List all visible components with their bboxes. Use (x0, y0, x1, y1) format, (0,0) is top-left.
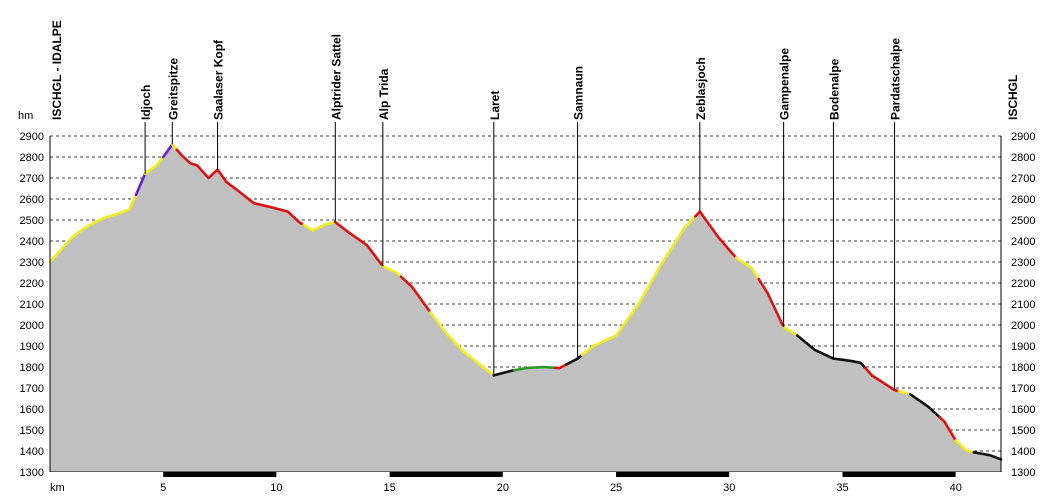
km-scale-block (502, 472, 617, 477)
waypoint-label: Idjoch (139, 85, 153, 120)
profile-segment-easy (143, 155, 165, 176)
y-tick-label-right: 2400 (1011, 236, 1035, 248)
waypoint-label: Laret (488, 91, 502, 120)
waypoint-label: ISCHGL (1006, 75, 1020, 120)
y-tick-label-left: 1400 (20, 446, 44, 458)
waypoint-label: Bodenalpe (827, 58, 841, 120)
profile-segment-easy (381, 264, 403, 278)
profile-fill (50, 144, 1001, 472)
waypoint-label: Zeblasjoch (694, 57, 708, 120)
y-tick-label-right: 1600 (1011, 404, 1035, 416)
waypoint-label: Pardatschalpe (889, 38, 903, 120)
y-tick-label-right: 1300 (1011, 467, 1035, 479)
waypoint-markers: ISCHGL - IDALPE Idjoch Greitspitze Saalaser… (50, 20, 1020, 391)
profile-segment-medium (694, 210, 738, 260)
profile-segment-easy (734, 256, 760, 281)
axes: 1300 1300 1400 1400 1500 1500 1600 1600 1700 1700… (20, 131, 1036, 494)
y-tick-label-left: 2400 (20, 236, 44, 248)
y-tick-label-left: 2300 (20, 257, 44, 269)
profile-segment-medium (863, 366, 901, 393)
profile-segment-medium (938, 416, 957, 442)
km-scale-block (729, 472, 843, 477)
profile-segment-medium (334, 220, 385, 268)
x-tick-label: 10 (270, 482, 282, 494)
profile-segment-easy (580, 215, 697, 357)
waypoint-label: Saalaser Kopf (212, 39, 226, 120)
km-scale-block (163, 472, 277, 477)
x-tick-label: 40 (950, 482, 962, 494)
y-tick-label-left: 1800 (20, 362, 44, 374)
y-tick-label-right: 2800 (1011, 152, 1035, 164)
y-tick-label-right: 1400 (1011, 446, 1035, 458)
x-tick-label: 30 (723, 482, 735, 494)
y-tick-label-left: 2700 (20, 173, 44, 185)
y-tick-label-right: 1800 (1011, 362, 1035, 374)
km-scale-block (955, 472, 1001, 477)
y-tick-label-left: 2500 (20, 215, 44, 227)
profile-segment-easy (429, 311, 496, 377)
y-tick-label-right: 2700 (1011, 173, 1035, 185)
x-tick-label: 25 (610, 482, 622, 494)
waypoint-label: ISCHGL - IDALPE (50, 20, 64, 120)
profile-segment-flat (972, 451, 1003, 461)
y-tick-label-left: 1600 (20, 404, 44, 416)
y-tick-label-left: 1500 (20, 425, 44, 437)
profile-segment-easy (48, 193, 138, 264)
y-tick-label-right: 1500 (1011, 425, 1035, 437)
profile-segment-medium (175, 148, 305, 227)
profile-segment-easy (954, 439, 976, 454)
y-tick-label-left: 2900 (20, 131, 44, 143)
y-axis-label: hm (18, 110, 33, 122)
profile-segment-medium (757, 277, 785, 329)
profile-segment-green (512, 365, 557, 372)
profile-segment-hard (134, 172, 147, 197)
km-scale-block (842, 472, 956, 477)
y-tick-label-left: 1300 (20, 467, 44, 479)
y-tick-label-left: 2100 (20, 299, 44, 311)
profile-segment-flat (795, 334, 867, 370)
y-tick-label-right: 2600 (1011, 194, 1035, 206)
x-tick-label: 20 (497, 482, 509, 494)
y-tick-label-left: 2200 (20, 278, 44, 290)
waypoint-label: Gampenalpe (778, 48, 792, 120)
y-tick-label-left: 2000 (20, 320, 44, 332)
y-tick-label-right: 2500 (1011, 215, 1035, 227)
y-tick-label-right: 2900 (1011, 131, 1035, 143)
profile-segment-flat (492, 369, 516, 377)
profile-line (48, 143, 1003, 461)
profile-segment-hard (161, 143, 174, 159)
profile-segment-medium (399, 275, 432, 314)
profile-segment-easy (897, 390, 912, 396)
y-tick-label-right: 2000 (1011, 320, 1035, 332)
profile-segment-medium (553, 363, 568, 370)
km-scale-block (616, 472, 730, 477)
y-tick-label-right: 1700 (1011, 383, 1035, 395)
y-tick-label-right: 2100 (1011, 299, 1035, 311)
y-tick-label-left: 2600 (20, 194, 44, 206)
profile-segment-flat (909, 393, 942, 419)
profile-area (50, 144, 1001, 472)
profile-segment-easy (782, 325, 799, 337)
km-scale-block (50, 472, 164, 477)
y-tick-label-right: 1900 (1011, 341, 1035, 353)
waypoint-label: Greitspitze (166, 58, 180, 120)
y-tick-label-left: 1900 (20, 341, 44, 353)
x-tick-label: 35 (836, 482, 848, 494)
waypoint-label: Alp Trida (377, 68, 391, 120)
y-tick-label-right: 2200 (1011, 278, 1035, 290)
profile-segment-easy (302, 220, 337, 232)
x-tick-label: 15 (384, 482, 396, 494)
km-scale-block (389, 472, 503, 477)
km-scale-block (276, 472, 390, 477)
y-tick-label-left: 1700 (20, 383, 44, 395)
y-tick-label-right: 2300 (1011, 257, 1035, 269)
y-tick-label-left: 2800 (20, 152, 44, 164)
waypoint-label: Samnaun (572, 66, 586, 120)
x-tick-label: 5 (160, 482, 166, 494)
waypoint-label: Alptrider Sattel (329, 34, 343, 120)
x-axis-label: km (50, 482, 65, 494)
